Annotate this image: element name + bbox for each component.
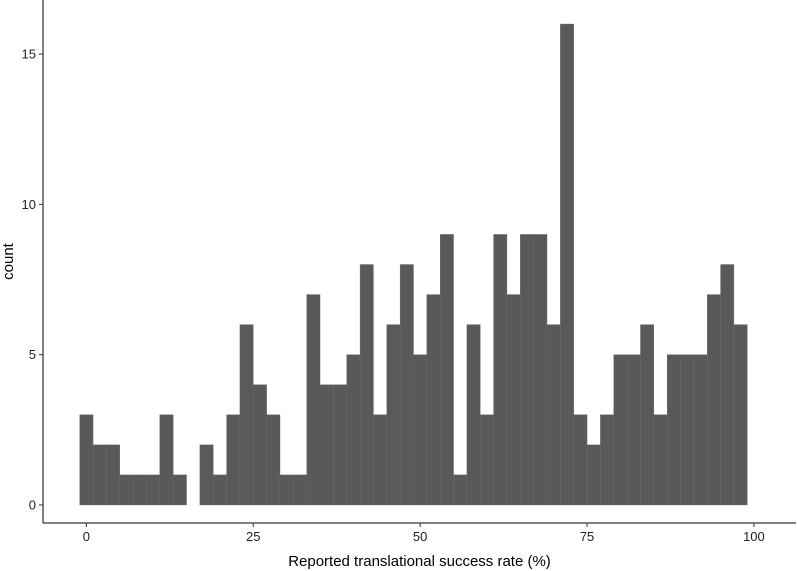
histogram-bar (172, 474, 187, 506)
x-tick-label: 100 (743, 529, 765, 544)
y-tick-label: 10 (22, 197, 36, 212)
x-tick-label: 75 (580, 529, 594, 544)
y-tick-label: 15 (22, 47, 36, 62)
histogram-bar (373, 414, 387, 506)
histogram-bar (306, 294, 321, 506)
histogram-bar (493, 234, 508, 506)
histogram-bar (693, 354, 708, 506)
histogram-bar (333, 384, 347, 506)
histogram-bar (132, 474, 147, 506)
histogram-bar (199, 444, 214, 506)
histogram-bar (253, 384, 267, 506)
histogram-bar (359, 264, 374, 506)
histogram-bar (653, 414, 668, 506)
histogram-bar (613, 354, 628, 506)
y-ticks-group: 0 5 10 15 (22, 47, 43, 512)
y-tick-label: 0 (29, 497, 36, 512)
histogram-bar (680, 354, 695, 506)
histogram-bar (466, 324, 481, 506)
histogram-bar (733, 324, 748, 506)
bars-group (79, 23, 748, 506)
histogram-bar (533, 234, 548, 506)
histogram-bar (720, 264, 735, 506)
x-tick-label: 25 (246, 529, 260, 544)
histogram-bar (79, 414, 94, 506)
histogram-bar (707, 294, 721, 506)
histogram-bar (480, 414, 494, 506)
histogram-bar (560, 23, 574, 506)
histogram-bar (413, 354, 428, 506)
y-axis-title: count (0, 242, 17, 280)
histogram-bar (439, 234, 454, 506)
histogram-bar (106, 444, 120, 506)
histogram-bar (586, 444, 601, 506)
histogram-bar (346, 354, 361, 506)
histogram-bar (640, 324, 655, 506)
histogram-bar (146, 474, 161, 506)
histogram-bar (239, 324, 254, 506)
histogram-bar (573, 414, 588, 506)
histogram-bar (546, 324, 561, 506)
histogram-bar (159, 414, 174, 506)
x-axis-title: Reported translational success rate (%) (288, 553, 551, 570)
histogram-bar (506, 294, 521, 506)
histogram-bar (426, 294, 441, 506)
histogram-bar (399, 264, 414, 506)
histogram-bar (626, 354, 641, 506)
x-tick-label: 50 (413, 529, 427, 544)
histogram-bar (213, 474, 227, 506)
histogram-bar (226, 414, 241, 506)
histogram-bar (279, 474, 294, 506)
histogram-bar (600, 414, 614, 506)
histogram-bar (319, 384, 334, 506)
y-tick-label: 5 (29, 347, 36, 362)
histogram-bar (666, 354, 681, 506)
histogram-bar (386, 324, 401, 506)
histogram-bar (92, 444, 107, 506)
x-ticks-group: 0 25 50 75 100 (83, 523, 765, 544)
histogram-bar (520, 234, 534, 506)
x-tick-label: 0 (83, 529, 90, 544)
histogram-bar (453, 474, 468, 506)
histogram-bar (293, 474, 307, 506)
histogram-bar (266, 414, 281, 506)
histogram-bar (119, 474, 134, 506)
